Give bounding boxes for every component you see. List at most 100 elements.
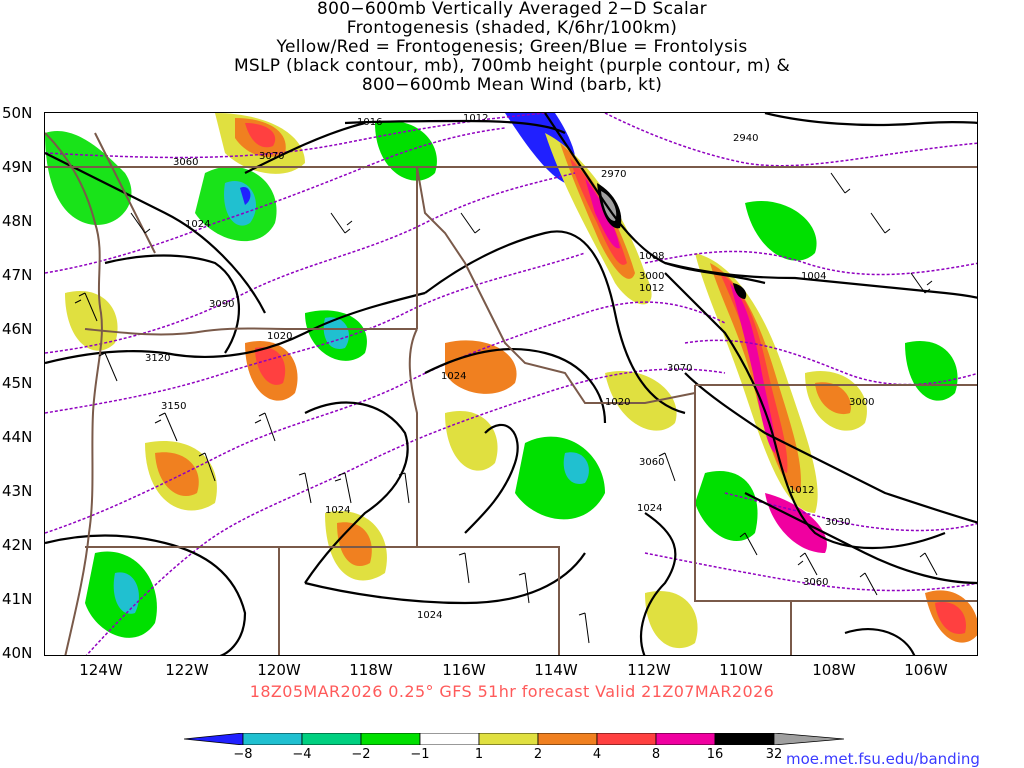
lat-label-46n: 46N	[2, 320, 33, 338]
frontolysis-patch	[113, 572, 139, 614]
wind-barb	[870, 212, 891, 234]
puget-sound	[94, 132, 156, 254]
height-contour	[45, 127, 506, 274]
wind-barb	[154, 412, 178, 442]
height-contour	[644, 552, 977, 592]
colorbar-cell	[773, 733, 844, 745]
colorbar-label: −4	[292, 747, 312, 762]
wind-barb	[910, 272, 933, 294]
colorbar-label: 8	[651, 747, 661, 762]
height-contour	[604, 113, 977, 167]
mslp-label: 1012	[463, 113, 488, 124]
mslp-label: 1024	[441, 371, 466, 382]
lat-label-44n: 44N	[2, 428, 33, 446]
frontogenesis-patch	[155, 452, 199, 497]
lat-label-42n: 42N	[2, 536, 33, 554]
border-or-id	[408, 328, 418, 547]
colorbar-cell	[714, 733, 775, 745]
mslp-contour	[844, 628, 916, 655]
colorbar-cell	[537, 733, 598, 745]
wind-barb	[518, 572, 530, 604]
map-svg: 1016 1012 1024 1020 1024 1020 1008 1012 …	[45, 113, 977, 655]
colorbar-cell	[478, 733, 539, 745]
mslp-contour	[464, 423, 519, 534]
colorbar-cell	[360, 733, 421, 745]
lon-label-118w: 118W	[349, 661, 393, 679]
colorbar-label: 1	[474, 747, 484, 762]
frontolysis-patch	[905, 341, 958, 401]
lat-label-49n: 49N	[2, 158, 33, 176]
mslp-contour	[764, 113, 977, 127]
frontogenesis-patch	[65, 291, 118, 351]
mslp-label: 1020	[605, 397, 630, 408]
height-label: 3000	[849, 397, 874, 408]
wind-barb	[830, 172, 851, 194]
frontogenesis-shading	[45, 113, 977, 649]
lon-label-108w: 108W	[812, 661, 856, 679]
frontolysis-patch	[515, 436, 605, 520]
lat-label-45n: 45N	[2, 374, 33, 392]
wind-barb	[458, 552, 470, 584]
colorbar-cell	[242, 733, 303, 745]
mslp-label: 1004	[801, 271, 826, 282]
lat-label-40n: 40N	[2, 644, 33, 662]
title-line-3: Yellow/Red = Frontogenesis; Green/Blue =…	[276, 37, 748, 57]
height-label: 2970	[601, 169, 626, 180]
height-label: 3030	[825, 517, 850, 528]
wind-barb	[658, 452, 676, 482]
lat-label-47n: 47N	[2, 266, 33, 284]
political-borders	[45, 132, 977, 655]
wind-barb	[130, 212, 151, 234]
mslp-contour	[104, 254, 241, 354]
colorbar-cell	[655, 733, 716, 745]
colorbar-cell	[596, 733, 657, 745]
height-label: 2940	[733, 133, 758, 144]
wind-barb	[74, 292, 98, 322]
mslp-contour	[45, 534, 247, 655]
mslp-label: 1012	[639, 283, 664, 294]
height-label: 3090	[209, 299, 234, 310]
wind-barb	[298, 472, 312, 504]
height-contour	[45, 113, 546, 159]
frontogenesis-patch	[585, 178, 620, 249]
frontogenesis-patch	[645, 591, 698, 649]
wind-barb	[460, 212, 481, 234]
mslp-label: 1020	[267, 331, 292, 342]
wind-barb	[334, 472, 352, 504]
wind-barb	[98, 352, 118, 382]
credit-link[interactable]: moe.met.fsu.edu/banding	[786, 750, 980, 768]
border-id-nv-ut	[417, 546, 560, 655]
colorbar-label: 2	[533, 747, 543, 762]
height-label: 3070	[259, 151, 284, 162]
colorbar-label: −2	[351, 747, 371, 762]
lat-label-50n: 50N	[2, 104, 33, 122]
lat-label-43n: 43N	[2, 482, 33, 500]
mslp-contour	[664, 261, 977, 299]
border-wy-west	[694, 385, 977, 602]
height-label: 3060	[803, 577, 828, 588]
colorbar-cell	[419, 733, 480, 745]
wind-barb	[254, 412, 276, 442]
frontogenesis-patch	[245, 123, 276, 148]
border-id-mt	[416, 166, 696, 404]
colorbar-cell	[301, 733, 362, 745]
mslp-label: 1012	[789, 485, 814, 496]
wind-barb	[739, 532, 758, 556]
frontogenesis-patch	[815, 382, 851, 415]
height-label-group: 3060 3070 2940 2970 3090 3120 3150 3000 …	[145, 133, 874, 588]
mslp-label: 1016	[357, 117, 382, 128]
height-label: 3060	[173, 157, 198, 168]
frontogenesis-patch	[765, 493, 827, 553]
mslp-contour	[744, 492, 977, 585]
height-label: 3150	[161, 401, 186, 412]
mslp-contour	[684, 372, 977, 524]
colorbar-label: −1	[410, 747, 430, 762]
wind-barb	[797, 552, 818, 576]
title-block: 800−600mb Vertically Averaged 2−D Scalar…	[0, 0, 1024, 95]
valid-time: 18Z05MAR2026 0.25° GFS 51hr forecast Val…	[249, 682, 775, 701]
border-wa-or	[84, 327, 417, 336]
colorbar-label: −8	[233, 747, 253, 762]
title-line-4: MSLP (black contour, mb), 700mb height (…	[233, 56, 791, 76]
wind-barb	[578, 612, 590, 644]
wind-barb	[919, 552, 938, 576]
